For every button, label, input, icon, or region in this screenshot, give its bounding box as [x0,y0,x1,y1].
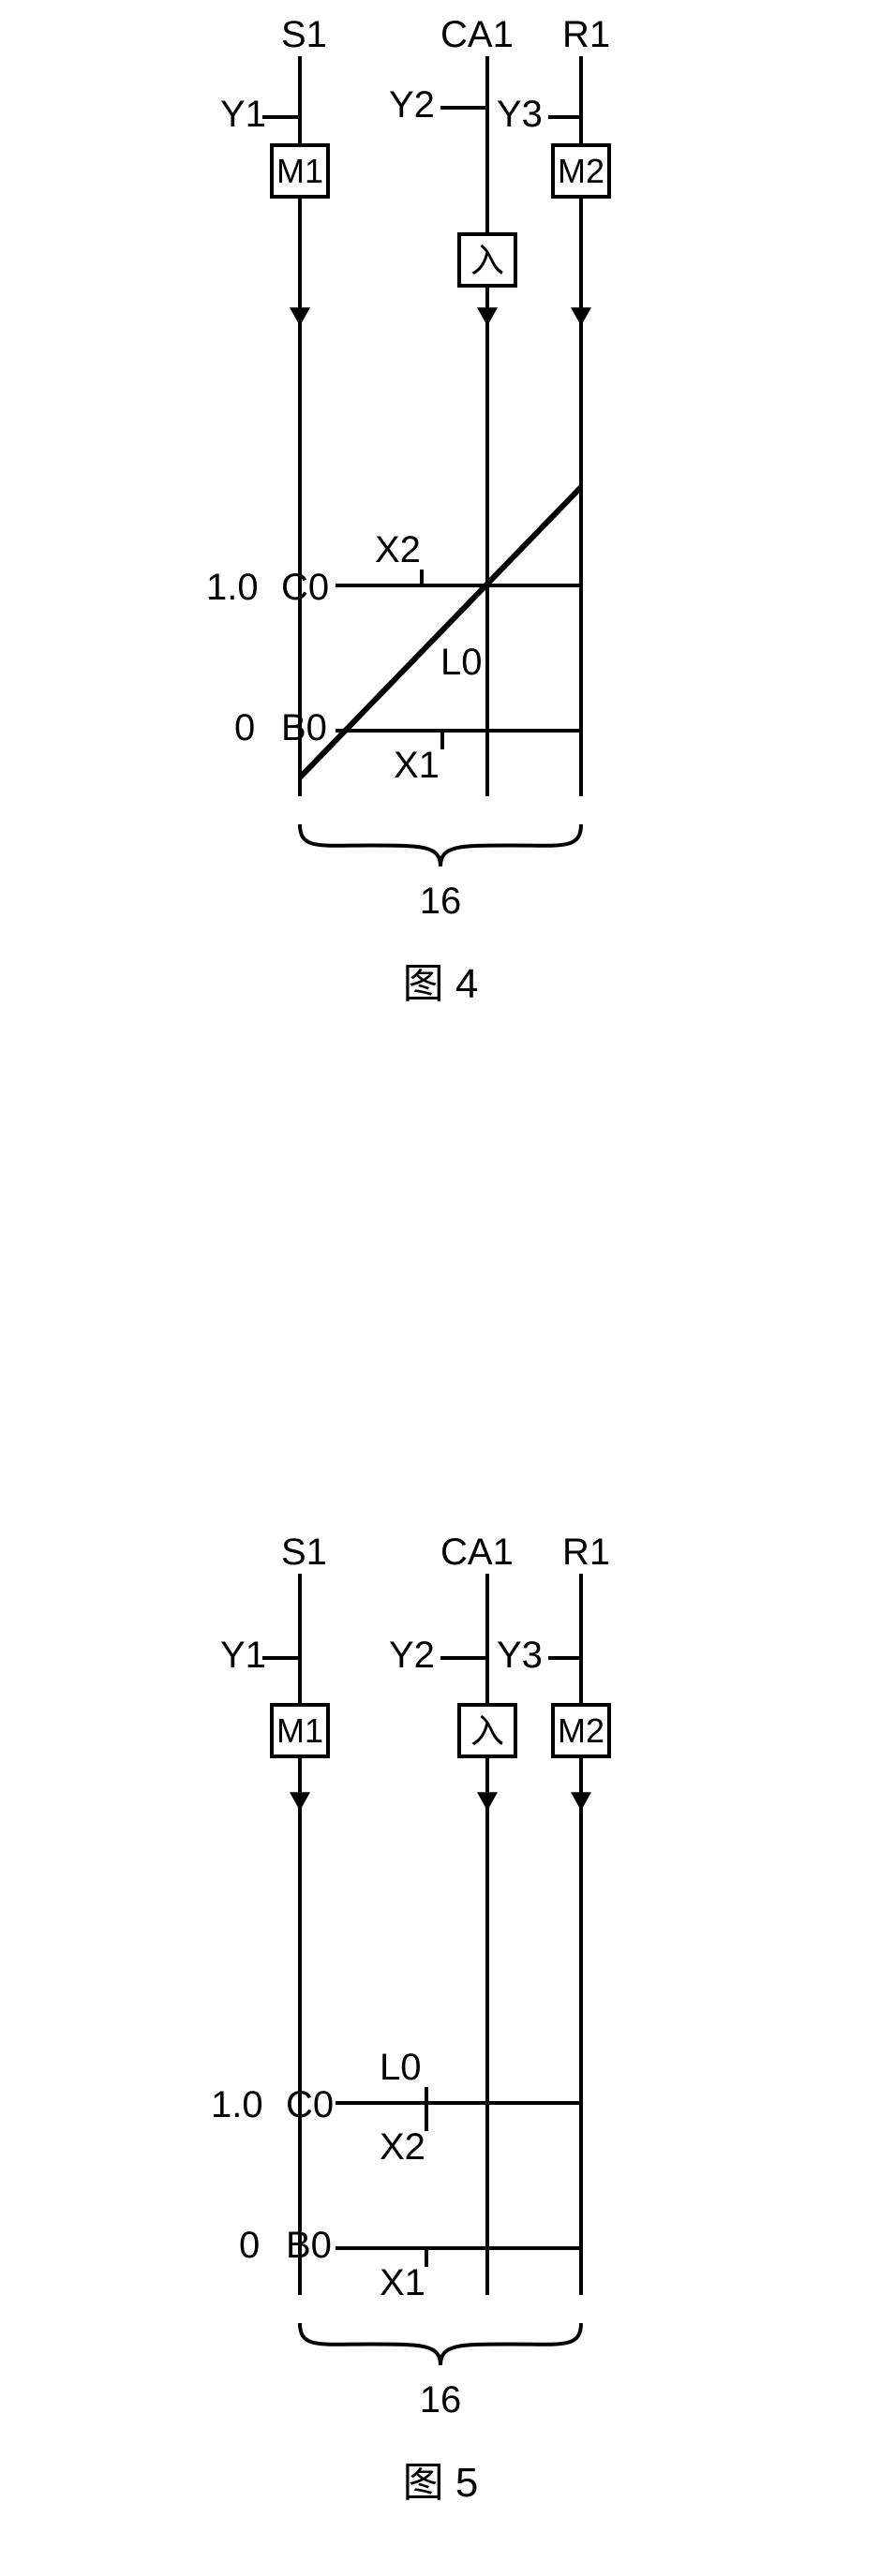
svg-text:B0: B0 [281,707,327,748]
svg-text:M2: M2 [558,1711,604,1750]
svg-text:0: 0 [239,2225,260,2266]
svg-text:Y2: Y2 [389,1635,435,1676]
svg-text:B0: B0 [286,2225,332,2266]
svg-text:0: 0 [234,707,255,748]
svg-text:X1: X1 [394,745,440,786]
svg-text:CA1: CA1 [440,14,514,55]
fig4-container: M1 入 M2 S1 CA1 R1 Y1 Y2 Y3 1.0 0 C0 B0 X2 X1 L0 16 图 4 [0,0,880,1030]
svg-text:X2: X2 [380,2126,425,2168]
svg-text:X2: X2 [375,529,421,570]
svg-text:S1: S1 [281,1532,327,1573]
fig5-svg: M1 入 M2 S1 CA1 R1 Y1 Y2 Y3 1.0 0 C0 B0 L0 X2 X1 16 图 5 [0,1517,880,2501]
svg-text:M1: M1 [276,1711,323,1750]
svg-text:CA1: CA1 [440,1532,514,1573]
svg-text:Y3: Y3 [497,1635,543,1676]
svg-text:16: 16 [420,2379,462,2421]
svg-text:1.0: 1.0 [211,2084,263,2125]
svg-text:C0: C0 [286,2084,334,2125]
svg-text:Y1: Y1 [220,94,266,135]
svg-text:R1: R1 [562,14,610,55]
svg-text:入: 入 [470,1711,504,1750]
svg-text:Y1: Y1 [220,1635,266,1676]
svg-text:Y2: Y2 [389,84,435,126]
svg-text:S1: S1 [281,14,327,55]
svg-text:Y3: Y3 [497,94,543,135]
svg-text:R1: R1 [562,1532,610,1573]
svg-text:C0: C0 [281,567,329,608]
svg-text:入: 入 [470,241,504,279]
svg-text:L0: L0 [440,642,483,683]
svg-text:M2: M2 [558,152,604,190]
fig4-svg: M1 入 M2 S1 CA1 R1 Y1 Y2 Y3 1.0 0 C0 B0 X2 X1 L0 16 图 4 [0,0,880,1030]
svg-text:图 5: 图 5 [403,2460,479,2501]
svg-text:16: 16 [420,881,462,922]
svg-text:图 4: 图 4 [403,961,479,1007]
fig5-container: M1 入 M2 S1 CA1 R1 Y1 Y2 Y3 1.0 0 C0 B0 L0 X2 X1 16 图 5 [0,1517,880,2501]
svg-text:1.0: 1.0 [206,567,259,608]
svg-text:X1: X1 [380,2262,425,2303]
svg-text:L0: L0 [380,2047,422,2088]
svg-text:M1: M1 [276,152,323,190]
